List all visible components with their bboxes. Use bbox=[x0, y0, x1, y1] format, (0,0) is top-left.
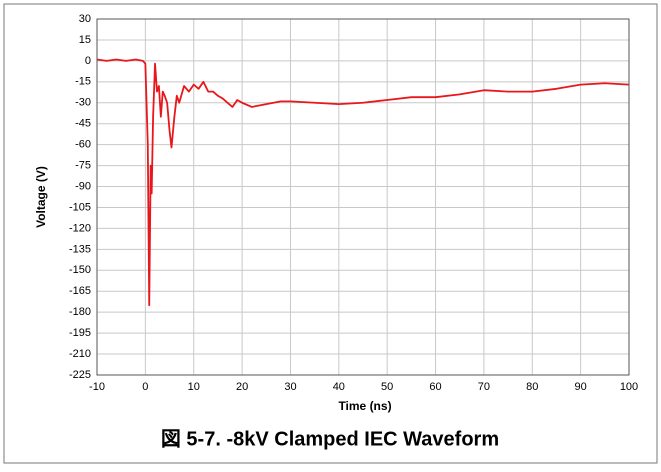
y-tick-label: -45 bbox=[75, 118, 91, 130]
x-tick-label: 60 bbox=[429, 381, 441, 393]
y-tick-label: -180 bbox=[69, 306, 91, 318]
y-tick-label: -105 bbox=[69, 201, 91, 213]
figure-frame bbox=[3, 3, 658, 464]
y-axis-label: Voltage (V) bbox=[34, 166, 48, 228]
line-layer bbox=[96, 58, 630, 307]
series-line bbox=[96, 58, 630, 307]
x-tick-label: 80 bbox=[526, 381, 538, 393]
plot-frame bbox=[96, 18, 630, 376]
x-tick-label: 30 bbox=[284, 381, 296, 393]
y-tick-label: -60 bbox=[75, 139, 91, 151]
x-tick-label: 10 bbox=[188, 381, 200, 393]
y-tick-label: -120 bbox=[69, 222, 91, 234]
y-tick-label: -75 bbox=[75, 159, 91, 171]
figure-title: 図 5-7. -8kV Clamped IEC Waveform bbox=[161, 428, 499, 450]
x-axis-label: Time (ns) bbox=[338, 399, 391, 413]
y-tick-label: -135 bbox=[69, 243, 91, 255]
y-tick-label: 0 bbox=[85, 55, 91, 67]
y-tick-label: -210 bbox=[69, 348, 91, 360]
x-tick-label: 20 bbox=[236, 381, 248, 393]
x-tick-label: 50 bbox=[381, 381, 393, 393]
x-tick-label: 70 bbox=[478, 381, 490, 393]
x-tick-label: 100 bbox=[620, 381, 638, 393]
x-tick-label: -10 bbox=[89, 381, 105, 393]
x-tick-label: 0 bbox=[142, 381, 148, 393]
y-tick-label: -150 bbox=[69, 264, 91, 276]
y-tick-label: -90 bbox=[75, 180, 91, 192]
x-tick-label: 90 bbox=[575, 381, 587, 393]
y-tick-label: -15 bbox=[75, 76, 91, 88]
y-tick-label: -225 bbox=[69, 369, 91, 381]
x-tick-label: 40 bbox=[333, 381, 345, 393]
y-tick-label: 30 bbox=[79, 13, 91, 25]
y-tick-label: -195 bbox=[69, 327, 91, 339]
y-tick-label: -165 bbox=[69, 285, 91, 297]
y-tick-label: -30 bbox=[75, 97, 91, 109]
y-tick-label: 15 bbox=[79, 34, 91, 46]
grid-layer bbox=[96, 18, 630, 376]
